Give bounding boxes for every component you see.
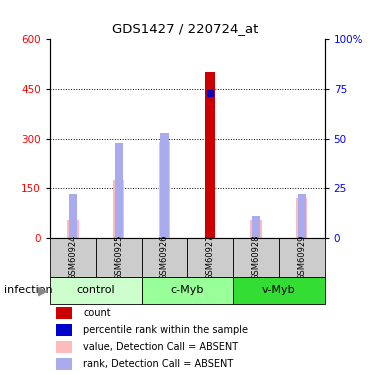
Bar bbox=[142, 238, 187, 277]
Text: percentile rank within the sample: percentile rank within the sample bbox=[83, 325, 248, 335]
Bar bbox=[250, 220, 262, 238]
Bar bbox=[187, 238, 233, 277]
Bar bbox=[233, 277, 325, 304]
Text: v-Myb: v-Myb bbox=[262, 285, 296, 296]
Bar bbox=[56, 307, 72, 320]
Text: GSM60929: GSM60929 bbox=[297, 235, 306, 280]
Bar bbox=[50, 238, 96, 277]
Text: rank, Detection Call = ABSENT: rank, Detection Call = ABSENT bbox=[83, 359, 233, 369]
Bar bbox=[56, 358, 72, 370]
Text: GSM60924: GSM60924 bbox=[69, 235, 78, 280]
Bar bbox=[69, 194, 77, 238]
Text: ▶: ▶ bbox=[38, 284, 47, 297]
Bar bbox=[252, 216, 260, 238]
Bar bbox=[205, 72, 215, 238]
Bar bbox=[67, 220, 79, 238]
Bar bbox=[113, 180, 124, 238]
Bar bbox=[50, 277, 142, 304]
Text: GSM60927: GSM60927 bbox=[206, 235, 215, 280]
Bar bbox=[96, 238, 142, 277]
Bar bbox=[298, 194, 306, 238]
Text: control: control bbox=[76, 285, 115, 296]
Bar bbox=[160, 133, 168, 238]
Bar bbox=[279, 238, 325, 277]
Text: GSM60928: GSM60928 bbox=[252, 235, 260, 280]
Bar bbox=[56, 341, 72, 353]
Bar bbox=[56, 324, 72, 336]
Text: GDS1427 / 220724_at: GDS1427 / 220724_at bbox=[112, 22, 259, 34]
Bar bbox=[142, 277, 233, 304]
Bar bbox=[159, 142, 170, 238]
Bar bbox=[115, 142, 123, 238]
Text: GSM60926: GSM60926 bbox=[160, 235, 169, 280]
Bar bbox=[296, 198, 308, 238]
Text: value, Detection Call = ABSENT: value, Detection Call = ABSENT bbox=[83, 342, 238, 352]
Text: GSM60925: GSM60925 bbox=[114, 235, 123, 280]
Bar bbox=[233, 238, 279, 277]
Text: infection: infection bbox=[4, 285, 52, 296]
Text: c-Myb: c-Myb bbox=[171, 285, 204, 296]
Text: count: count bbox=[83, 308, 111, 318]
